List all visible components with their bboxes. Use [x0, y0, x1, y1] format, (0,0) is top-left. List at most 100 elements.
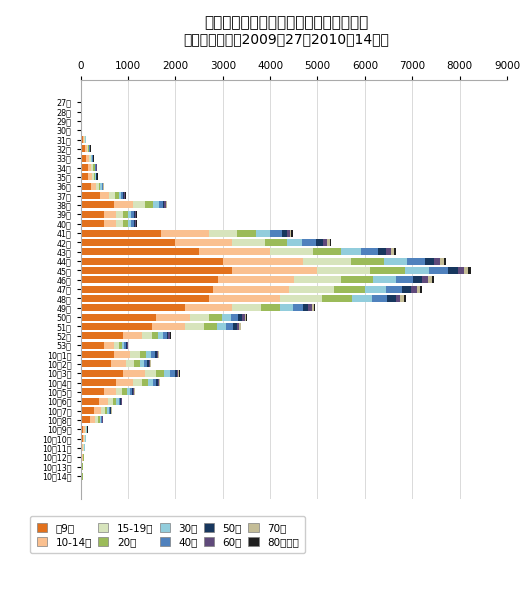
- Bar: [116, 398, 119, 405]
- Bar: [308, 304, 311, 312]
- Bar: [83, 435, 84, 442]
- Bar: [424, 258, 434, 264]
- Bar: [179, 370, 180, 376]
- Bar: [341, 276, 373, 283]
- Bar: [157, 370, 164, 376]
- Bar: [81, 351, 114, 358]
- Bar: [341, 248, 361, 255]
- Bar: [119, 192, 121, 199]
- Bar: [110, 407, 111, 414]
- Bar: [105, 342, 114, 349]
- Bar: [133, 202, 145, 208]
- Bar: [119, 342, 122, 349]
- Bar: [98, 417, 99, 424]
- Bar: [81, 99, 82, 106]
- Bar: [240, 323, 241, 330]
- Bar: [428, 276, 432, 283]
- Bar: [386, 248, 391, 255]
- Bar: [115, 192, 119, 199]
- Bar: [394, 248, 396, 255]
- Bar: [217, 323, 226, 330]
- Bar: [422, 276, 428, 283]
- Bar: [238, 314, 242, 320]
- Bar: [152, 323, 185, 330]
- Bar: [242, 314, 245, 320]
- Bar: [81, 454, 82, 461]
- Bar: [108, 398, 113, 405]
- Bar: [105, 407, 107, 414]
- Bar: [448, 267, 458, 274]
- Bar: [432, 276, 434, 283]
- Bar: [163, 332, 166, 339]
- Bar: [81, 323, 152, 330]
- Bar: [158, 351, 159, 358]
- Legend: ～9歳, 10-14歳, 15-19歳, 20代, 30代, 40代, 50代, 60代, 70代, 80歳以上: ～9歳, 10-14歳, 15-19歳, 20代, 30代, 40代, 50代,…: [30, 516, 305, 553]
- Bar: [99, 417, 101, 424]
- Bar: [134, 220, 135, 227]
- Bar: [256, 230, 270, 237]
- Bar: [84, 435, 85, 442]
- Bar: [99, 183, 100, 190]
- Bar: [85, 145, 87, 152]
- Bar: [170, 370, 175, 376]
- Bar: [135, 211, 136, 218]
- Bar: [177, 370, 178, 376]
- Bar: [237, 323, 239, 330]
- Bar: [265, 239, 287, 246]
- Bar: [123, 332, 142, 339]
- Bar: [95, 173, 96, 181]
- Bar: [122, 388, 126, 395]
- Bar: [322, 295, 352, 302]
- Bar: [157, 314, 190, 320]
- Bar: [166, 332, 168, 339]
- Bar: [411, 286, 417, 293]
- Bar: [105, 211, 116, 218]
- Bar: [287, 239, 302, 246]
- Bar: [142, 332, 152, 339]
- Text: 東京都におけるインフルエンザの報告数: 東京都におけるインフルエンザの報告数: [204, 15, 368, 30]
- Bar: [94, 164, 95, 171]
- Bar: [159, 202, 163, 208]
- Bar: [464, 267, 469, 274]
- Bar: [123, 192, 124, 199]
- Bar: [86, 155, 89, 162]
- Bar: [81, 295, 209, 302]
- Bar: [386, 286, 402, 293]
- Bar: [123, 211, 128, 218]
- Bar: [101, 407, 105, 414]
- Bar: [318, 267, 370, 274]
- Bar: [116, 211, 123, 218]
- Bar: [289, 286, 334, 293]
- Bar: [246, 314, 247, 320]
- Bar: [83, 426, 85, 433]
- Bar: [128, 211, 131, 218]
- Bar: [81, 183, 91, 190]
- Bar: [161, 230, 209, 237]
- Bar: [153, 202, 159, 208]
- Bar: [81, 388, 105, 395]
- Bar: [81, 379, 116, 386]
- Bar: [232, 239, 265, 246]
- Bar: [90, 417, 95, 424]
- Bar: [142, 379, 148, 386]
- Bar: [126, 388, 129, 395]
- Bar: [95, 417, 98, 424]
- Bar: [316, 239, 323, 246]
- Bar: [131, 211, 134, 218]
- Bar: [407, 258, 424, 264]
- Text: （年齢階層別、2009年27～2010年14週）: （年齢階層別、2009年27～2010年14週）: [183, 32, 389, 47]
- Bar: [109, 192, 115, 199]
- Bar: [270, 230, 282, 237]
- Bar: [85, 426, 86, 433]
- Bar: [222, 314, 231, 320]
- Bar: [245, 314, 246, 320]
- Bar: [152, 332, 158, 339]
- Bar: [81, 332, 123, 339]
- Bar: [185, 304, 232, 312]
- Bar: [204, 323, 217, 330]
- Bar: [387, 295, 396, 302]
- Bar: [287, 230, 290, 237]
- Bar: [190, 314, 209, 320]
- Bar: [81, 435, 83, 442]
- Bar: [131, 351, 140, 358]
